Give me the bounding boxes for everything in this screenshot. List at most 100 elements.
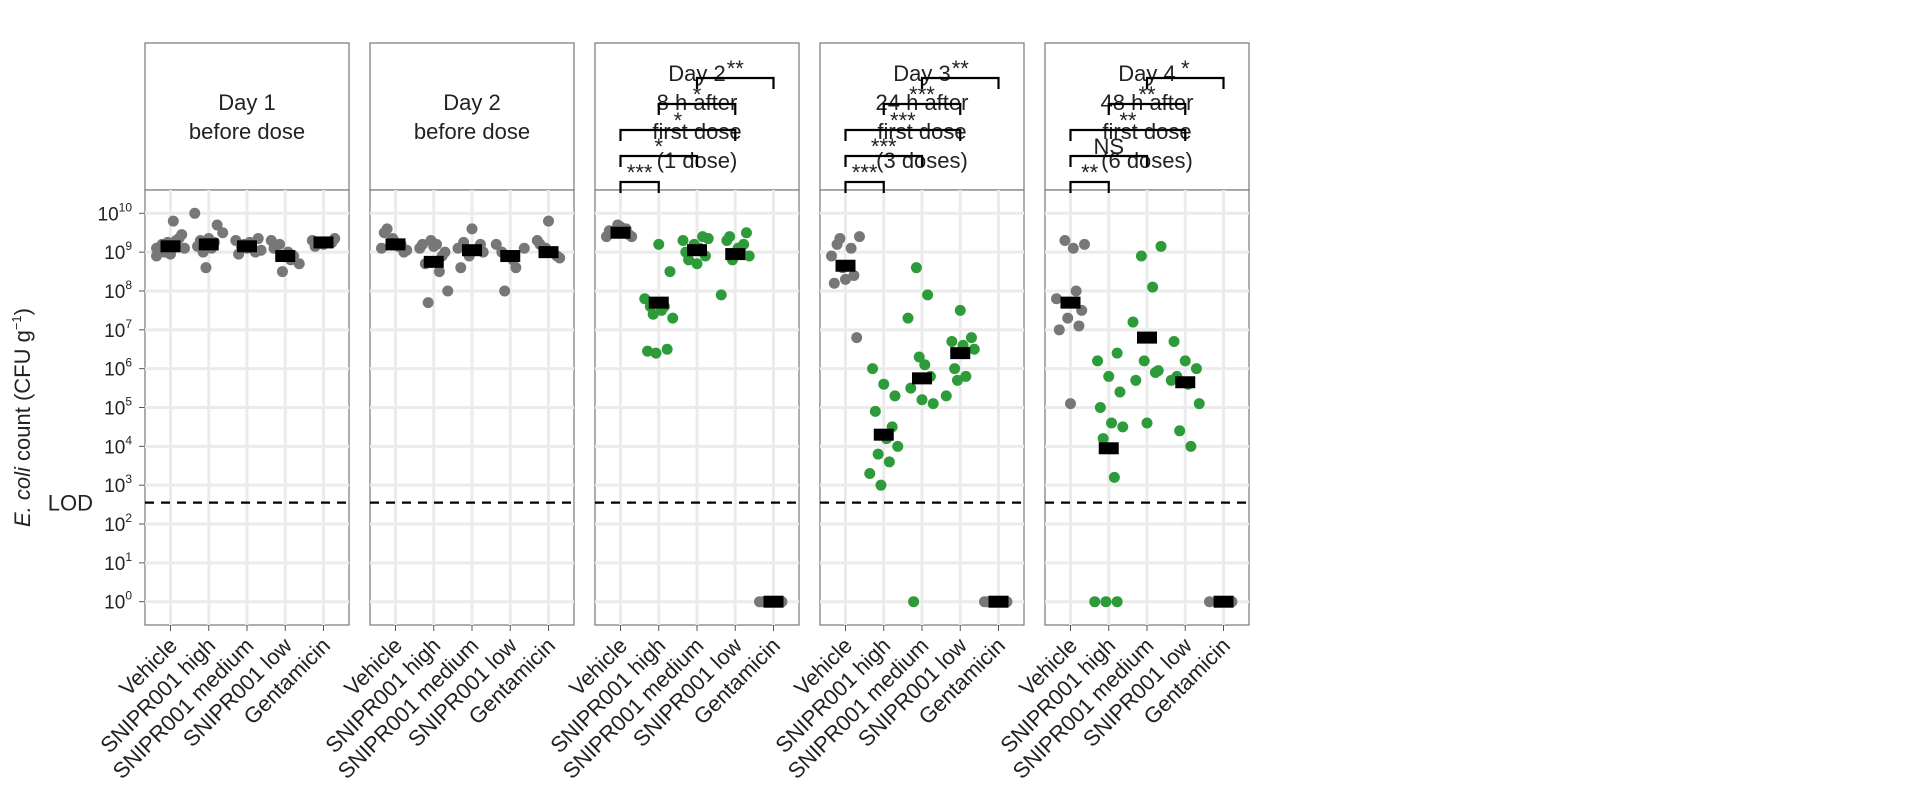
data-point	[653, 238, 665, 250]
data-point	[946, 335, 958, 347]
data-point	[490, 238, 502, 250]
significance-bracket	[657, 102, 737, 115]
y-tick-label: 103	[104, 472, 132, 497]
data-point	[872, 448, 884, 460]
significance-bracket	[619, 154, 699, 167]
panel-title-line: 24 h after	[876, 90, 969, 115]
data-point	[211, 219, 223, 231]
y-tick-label: 1010	[98, 200, 133, 225]
data-point	[1103, 370, 1115, 382]
median-bar	[313, 236, 334, 249]
data-point	[1108, 471, 1120, 483]
data-point	[293, 258, 305, 270]
data-point	[217, 227, 229, 239]
data-point	[677, 234, 689, 246]
data-point	[428, 240, 440, 252]
data-point	[892, 440, 904, 452]
median-bar	[1175, 376, 1196, 389]
data-point	[1062, 312, 1074, 324]
data-point	[151, 250, 162, 262]
data-point	[738, 238, 750, 250]
data-point	[854, 231, 865, 243]
data-point	[1051, 293, 1062, 305]
data-point	[667, 312, 679, 324]
data-point	[1185, 440, 1197, 452]
data-point	[466, 223, 478, 235]
data-point	[840, 273, 851, 285]
data-point	[1127, 316, 1139, 328]
median-bar	[1060, 296, 1081, 309]
panel-strip	[819, 42, 1025, 191]
significance-label: **	[727, 56, 745, 81]
y-tick-label: 104	[104, 433, 132, 458]
data-point	[433, 266, 445, 278]
panel-strip	[144, 42, 350, 191]
data-point	[1179, 355, 1191, 367]
data-point	[1094, 402, 1106, 413]
data-point	[642, 345, 654, 357]
data-point	[543, 215, 554, 227]
data-point	[919, 359, 931, 371]
data-point	[828, 277, 840, 289]
data-point	[200, 262, 212, 274]
data-point	[518, 242, 530, 254]
panel-strip	[369, 42, 575, 191]
data-point	[940, 390, 952, 402]
data-point	[683, 254, 695, 266]
data-point	[510, 262, 522, 274]
y-tick-label: 107	[104, 317, 132, 342]
median-bar	[1137, 331, 1157, 344]
significance-label: *	[693, 82, 702, 107]
y-tick-label: 105	[104, 395, 132, 420]
median-bar	[687, 244, 707, 257]
data-point	[1117, 421, 1129, 433]
significance-label: ***	[627, 160, 653, 185]
significance-label: *	[654, 134, 663, 159]
data-point	[927, 398, 939, 410]
data-point	[968, 343, 980, 355]
median-bar	[160, 240, 181, 253]
data-point	[1193, 398, 1205, 410]
significance-label: ***	[890, 108, 916, 133]
median-bar	[538, 246, 559, 259]
significance-label: ***	[871, 134, 897, 159]
data-point	[1073, 320, 1085, 332]
data-point	[826, 250, 837, 262]
significance-bracket	[1107, 102, 1187, 115]
data-point	[1141, 417, 1153, 429]
y-tick-label: 101	[104, 550, 132, 575]
data-point	[1067, 242, 1079, 254]
data-point	[1130, 374, 1142, 386]
data-point	[499, 285, 511, 297]
data-point	[639, 293, 651, 305]
data-point	[1100, 596, 1112, 608]
data-point	[1168, 335, 1180, 347]
median-bar	[385, 238, 406, 251]
significance-bracket	[619, 128, 737, 141]
y-tick-label: 109	[104, 239, 132, 264]
data-point	[902, 312, 914, 324]
data-point	[910, 262, 922, 274]
significance-bracket	[882, 102, 962, 115]
significance-label: *	[1181, 56, 1190, 81]
data-point	[908, 596, 920, 608]
data-point	[1092, 355, 1104, 367]
data-point	[905, 382, 917, 394]
data-point	[1106, 417, 1118, 429]
data-point	[255, 244, 267, 256]
significance-bracket	[1069, 180, 1110, 193]
data-point	[647, 308, 659, 320]
median-bar	[237, 240, 257, 253]
data-point	[864, 468, 876, 480]
panel-title-line: before dose	[414, 119, 530, 144]
data-point	[851, 332, 863, 344]
significance-label: ***	[852, 160, 878, 185]
median-bar	[950, 347, 971, 360]
panel-title-line: 48 h after	[1101, 90, 1194, 115]
significance-label: **	[1081, 160, 1099, 185]
